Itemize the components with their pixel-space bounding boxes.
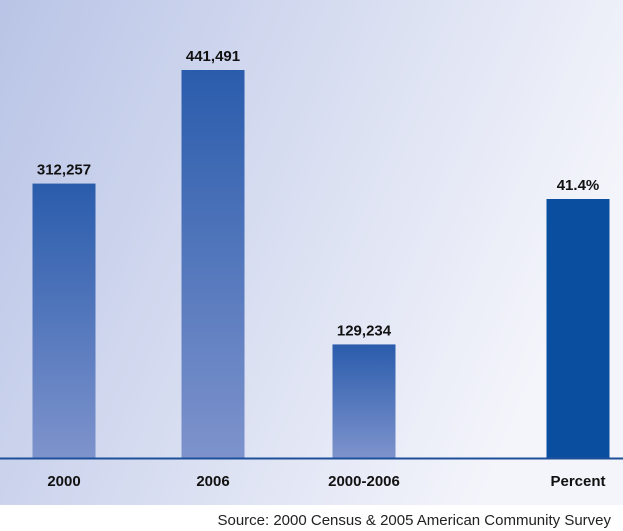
category-label-2000-2006: 2000-2006 — [328, 473, 400, 490]
value-label-percent: 41.4% — [557, 177, 600, 194]
category-labels: 2000 2006 2000-2006 Percent — [47, 473, 605, 490]
bars: 312,257 441,491 129,234 41.4% — [32, 48, 610, 458]
bar-2000-2006 — [332, 344, 396, 458]
bar-2000 — [32, 183, 96, 458]
plot-background — [0, 0, 623, 505]
category-label-percent: Percent — [550, 473, 605, 490]
category-label-2006: 2006 — [196, 473, 229, 490]
value-label-2000-2006: 129,234 — [337, 322, 392, 339]
value-label-2000: 312,257 — [37, 162, 91, 179]
bar-2006 — [181, 70, 245, 458]
source-note: Source: 2000 Census & 2005 American Comm… — [217, 512, 611, 529]
source-background — [0, 505, 623, 531]
bar-percent — [546, 199, 610, 458]
value-label-2006: 441,491 — [186, 48, 240, 65]
category-label-2000: 2000 — [47, 473, 80, 490]
